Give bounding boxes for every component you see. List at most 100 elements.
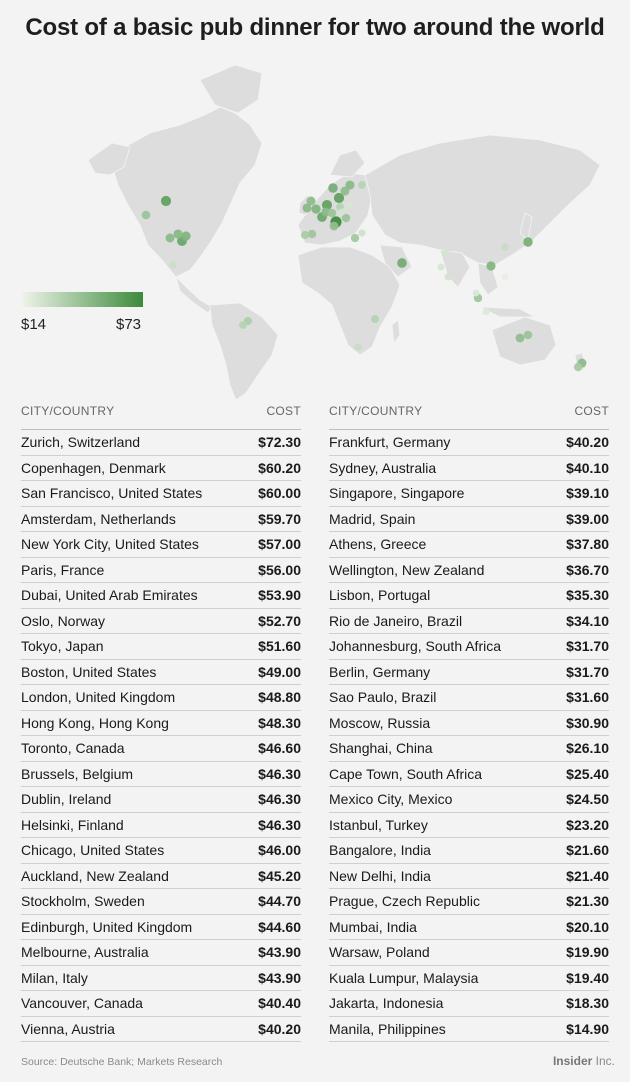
cost-value: $23.20 bbox=[566, 817, 609, 833]
cost-value: $60.00 bbox=[258, 485, 301, 501]
city-dot-mumbai bbox=[438, 264, 445, 271]
city-dot-edinburgh bbox=[307, 197, 316, 206]
city-dot-prague bbox=[339, 209, 346, 216]
cost-value: $40.40 bbox=[258, 995, 301, 1011]
city-name: Stockholm, Sweden bbox=[21, 893, 145, 909]
city-name: Manila, Philippines bbox=[329, 1021, 446, 1037]
cost-value: $21.30 bbox=[566, 893, 609, 909]
city-dot-toronto bbox=[173, 229, 182, 238]
city-dot-bangalore bbox=[444, 273, 451, 280]
table-row: Milan, Italy $43.90 bbox=[21, 966, 301, 992]
cost-value: $39.00 bbox=[566, 511, 609, 527]
city-name: Auckland, New Zealand bbox=[21, 868, 169, 884]
city-dot-chicago bbox=[165, 233, 174, 242]
legend-gradient bbox=[22, 292, 143, 307]
cost-value: $39.10 bbox=[566, 485, 609, 501]
cost-value: $59.70 bbox=[258, 511, 301, 527]
asia-shape bbox=[365, 135, 600, 265]
city-dot-vancouver bbox=[142, 211, 151, 220]
table-row: Auckland, New Zealand $45.20 bbox=[21, 864, 301, 890]
city-dot-mexico-city bbox=[169, 261, 176, 268]
cost-value: $72.30 bbox=[258, 434, 301, 450]
cost-value: $19.40 bbox=[566, 970, 609, 986]
page-title: Cost of a basic pub dinner for two aroun… bbox=[0, 14, 630, 42]
table-row: Paris, France $56.00 bbox=[21, 558, 301, 584]
city-name: Rio de Janeiro, Brazil bbox=[329, 613, 462, 629]
table-left: CITY/COUNTRY COST Zurich, Switzerland $72… bbox=[21, 404, 301, 1042]
cost-column-header: COST bbox=[266, 404, 301, 429]
table-row: Melbourne, Australia $43.90 bbox=[21, 940, 301, 966]
north-america-shape bbox=[112, 107, 262, 277]
table-row: Sydney, Australia $40.10 bbox=[329, 456, 609, 482]
cost-value: $60.20 bbox=[258, 460, 301, 476]
city-name: Lisbon, Portugal bbox=[329, 587, 430, 603]
scandinavia-shape bbox=[330, 150, 365, 177]
cost-value: $48.30 bbox=[258, 715, 301, 731]
city-name: Jakarta, Indonesia bbox=[329, 995, 443, 1011]
table-row: New York City, United States $57.00 bbox=[21, 532, 301, 558]
cost-value: $45.20 bbox=[258, 868, 301, 884]
table-row: Kuala Lumpur, Malaysia $19.40 bbox=[329, 966, 609, 992]
cost-value: $31.70 bbox=[566, 664, 609, 680]
cost-value: $21.40 bbox=[566, 868, 609, 884]
legend-min-label: $14 bbox=[21, 316, 46, 333]
city-name: Madrid, Spain bbox=[329, 511, 415, 527]
cost-value: $21.60 bbox=[566, 842, 609, 858]
city-dot-stockholm bbox=[341, 187, 350, 196]
city-name: New Delhi, India bbox=[329, 868, 431, 884]
city-name: Copenhagen, Denmark bbox=[21, 460, 166, 476]
city-name: Mumbai, India bbox=[329, 919, 417, 935]
city-name: Cape Town, South Africa bbox=[329, 766, 482, 782]
city-name: Istanbul, Turkey bbox=[329, 817, 428, 833]
south-america-shape bbox=[210, 303, 278, 400]
table-row: Manila, Philippines $14.90 bbox=[329, 1017, 609, 1043]
city-name: Wellington, New Zealand bbox=[329, 562, 484, 578]
city-name: Singapore, Singapore bbox=[329, 485, 464, 501]
cost-value: $49.00 bbox=[258, 664, 301, 680]
city-name: London, United Kingdom bbox=[21, 689, 175, 705]
cost-value: $46.30 bbox=[258, 766, 301, 782]
cost-value: $34.10 bbox=[566, 613, 609, 629]
city-name: Sydney, Australia bbox=[329, 460, 436, 476]
city-dot-cape-town bbox=[354, 343, 361, 350]
city-name: Kuala Lumpur, Malaysia bbox=[329, 970, 478, 986]
city-dot-tokyo bbox=[523, 237, 532, 246]
cost-value: $35.30 bbox=[566, 587, 609, 603]
city-dot-lisbon bbox=[301, 231, 309, 239]
city-name: Toronto, Canada bbox=[21, 740, 125, 756]
table-row: Stockholm, Sweden $44.70 bbox=[21, 889, 301, 915]
central-america-shape bbox=[176, 277, 212, 313]
cost-value: $20.10 bbox=[566, 919, 609, 935]
cost-value: $46.30 bbox=[258, 791, 301, 807]
table-row: Boston, United States $49.00 bbox=[21, 660, 301, 686]
table-row: Bangalore, India $21.60 bbox=[329, 838, 609, 864]
city-name: Vancouver, Canada bbox=[21, 995, 143, 1011]
legend-max-label: $73 bbox=[116, 316, 141, 333]
city-dot-oslo bbox=[328, 183, 338, 193]
city-name: Zurich, Switzerland bbox=[21, 434, 140, 450]
cost-column-header: COST bbox=[574, 404, 609, 429]
cost-value: $51.60 bbox=[258, 638, 301, 654]
city-dot-madrid bbox=[308, 230, 316, 238]
city-dot-johannesburg bbox=[371, 315, 379, 323]
city-name: New York City, United States bbox=[21, 536, 199, 552]
cost-value: $44.60 bbox=[258, 919, 301, 935]
city-name: Melbourne, Australia bbox=[21, 944, 149, 960]
table-row: Athens, Greece $37.80 bbox=[329, 532, 609, 558]
cost-value: $31.60 bbox=[566, 689, 609, 705]
city-dot-istanbul bbox=[358, 229, 365, 236]
table-row: Chicago, United States $46.00 bbox=[21, 838, 301, 864]
city-name: Boston, United States bbox=[21, 664, 156, 680]
table-row: Lisbon, Portugal $35.30 bbox=[329, 583, 609, 609]
cost-value: $37.80 bbox=[566, 536, 609, 552]
madagascar-shape bbox=[392, 320, 400, 343]
city-dot-warsaw bbox=[347, 202, 354, 209]
table-row: Dublin, Ireland $46.30 bbox=[21, 787, 301, 813]
table-row: Dubai, United Arab Emirates $53.90 bbox=[21, 583, 301, 609]
city-dot-jakarta bbox=[483, 309, 490, 316]
table-row: Prague, Czech Republic $21.30 bbox=[329, 889, 609, 915]
table-row: Vancouver, Canada $40.40 bbox=[21, 991, 301, 1017]
table-row: Amsterdam, Netherlands $59.70 bbox=[21, 507, 301, 533]
table-row: Mexico City, Mexico $24.50 bbox=[329, 787, 609, 813]
city-name: Oslo, Norway bbox=[21, 613, 105, 629]
